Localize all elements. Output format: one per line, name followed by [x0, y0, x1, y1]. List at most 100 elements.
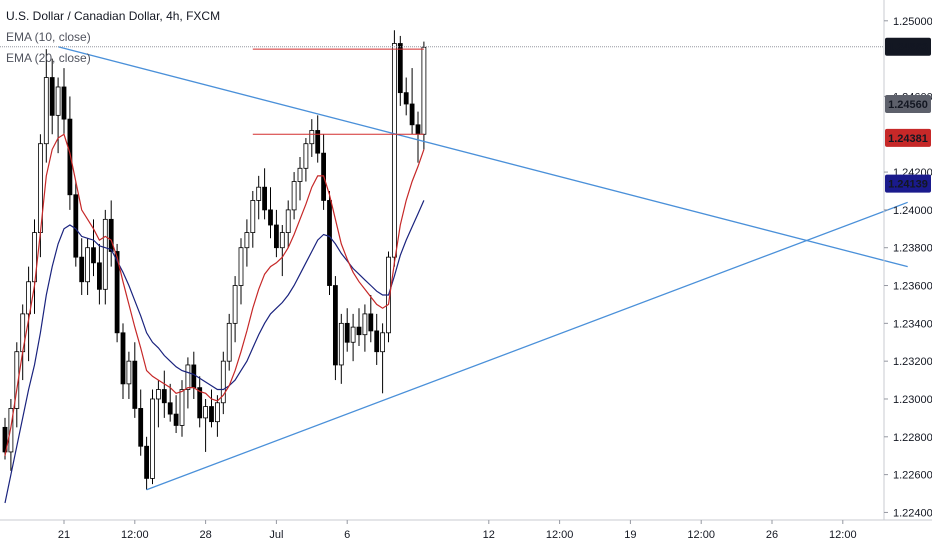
candle-body — [380, 332, 386, 353]
price-axis[interactable]: 1.250001.246001.242001.240001.238001.236… — [884, 16, 932, 520]
candle-body — [197, 387, 203, 419]
candle-body — [397, 43, 403, 94]
candle-body — [79, 256, 85, 283]
candle-body — [203, 406, 209, 419]
candle-body — [97, 262, 102, 290]
candle-body — [161, 389, 167, 404]
ema-layer — [4, 133, 425, 504]
candle-body — [43, 77, 49, 145]
price-tick-label: 1.25000 — [893, 16, 932, 28]
price-tag-box — [885, 128, 931, 147]
candle-body — [179, 389, 185, 426]
time-axis[interactable]: 21 12:00 28 Jul 6 12 12:00 19 12:00 26 12:00 — [58, 520, 857, 541]
candle-body — [120, 332, 126, 385]
candle-body — [114, 251, 120, 334]
candle-body — [102, 218, 108, 290]
candle-body — [374, 330, 380, 353]
candle-body — [126, 360, 132, 385]
candle-body — [155, 389, 161, 400]
candle-body — [150, 398, 155, 479]
price-tick-label: 1.23400 — [893, 318, 932, 330]
candle-body — [350, 326, 356, 343]
candle-body — [2, 426, 8, 453]
candle-body — [356, 326, 362, 336]
candle-body — [273, 224, 279, 249]
trendline-upper[interactable] — [57, 46, 908, 268]
candle-body — [138, 408, 144, 447]
price-tag-label: 1.24863 — [888, 42, 928, 54]
candle-body — [268, 209, 273, 226]
candle-body — [391, 43, 397, 258]
candles-layer — [2, 30, 427, 490]
candle-body — [403, 92, 409, 105]
candle-body — [167, 402, 173, 415]
candle-body — [144, 445, 150, 479]
candle-body — [338, 322, 344, 366]
ema20-line — [4, 200, 425, 504]
candle-body — [220, 360, 226, 404]
candle-body — [262, 186, 268, 211]
time-tick-label: 12:00 — [546, 529, 574, 541]
candle-body — [344, 322, 350, 343]
candle-body — [309, 130, 315, 145]
candle-body — [61, 86, 67, 120]
candle-body — [250, 200, 256, 233]
time-tick-label: 12:00 — [829, 529, 857, 541]
candle-body — [285, 209, 291, 233]
candle-body — [303, 143, 309, 169]
time-tick-label: 21 — [58, 529, 70, 541]
candle-body — [244, 232, 250, 249]
trendline-lower[interactable] — [146, 201, 908, 491]
price-tag-label: 1.24560 — [888, 99, 928, 111]
symbol-title: U.S. Dollar / Canadian Dollar, 4h, FXCM — [6, 9, 221, 23]
price-tag-label: 1.24381 — [888, 133, 928, 145]
price-tag-box — [885, 37, 931, 56]
price-tick-label: 1.23200 — [893, 356, 932, 368]
time-tick-label: 12:00 — [687, 529, 715, 541]
candle-body — [297, 167, 303, 182]
price-tag-label: 1.24139 — [888, 179, 928, 191]
candle-body — [108, 218, 114, 252]
price-tag-box — [885, 174, 931, 193]
level-lines-layer[interactable] — [252, 48, 424, 135]
candle-body — [55, 86, 61, 116]
candle-body — [362, 313, 368, 336]
time-tick-label: 12 — [483, 529, 495, 541]
ema10-legend[interactable]: EMA (10, close) — [6, 30, 91, 44]
time-tick-label: 19 — [624, 529, 636, 541]
price-tags-layer: 1.24863 1.24560 1.24381 1.24139 — [885, 37, 931, 193]
candle-body — [368, 313, 374, 332]
candle-body — [226, 322, 232, 362]
candle-body — [191, 364, 197, 389]
time-tick-label: 12:00 — [121, 529, 149, 541]
candle-body — [315, 130, 321, 154]
price-tick-label: 1.22800 — [893, 432, 932, 444]
candle-body — [173, 413, 179, 426]
time-tick-label: Jul — [269, 529, 283, 541]
trendline-layer[interactable] — [57, 46, 908, 491]
price-tick-label: 1.23800 — [893, 243, 932, 255]
price-tick-label: 1.23000 — [893, 394, 932, 406]
candle-body — [214, 402, 220, 423]
price-tick-label: 1.22400 — [893, 507, 932, 519]
candle-body — [132, 360, 138, 409]
ema20-legend[interactable]: EMA (20, close) — [6, 51, 91, 65]
candle-body — [256, 186, 262, 201]
candle-body — [232, 285, 238, 324]
price-tick-label: 1.24000 — [893, 205, 932, 217]
candle-body — [185, 364, 191, 390]
candle-body — [409, 103, 415, 126]
candle-body — [49, 77, 55, 116]
candle-body — [209, 406, 214, 423]
candle-body — [238, 247, 244, 286]
candle-body — [26, 281, 32, 315]
time-tick-label: 26 — [766, 529, 778, 541]
candle-body — [73, 194, 79, 258]
candle-body — [91, 247, 96, 264]
price-tag-box — [885, 95, 931, 113]
candle-body — [279, 232, 285, 249]
candle-body — [291, 181, 297, 211]
candle-body — [415, 124, 421, 135]
time-tick-label: 28 — [199, 529, 211, 541]
